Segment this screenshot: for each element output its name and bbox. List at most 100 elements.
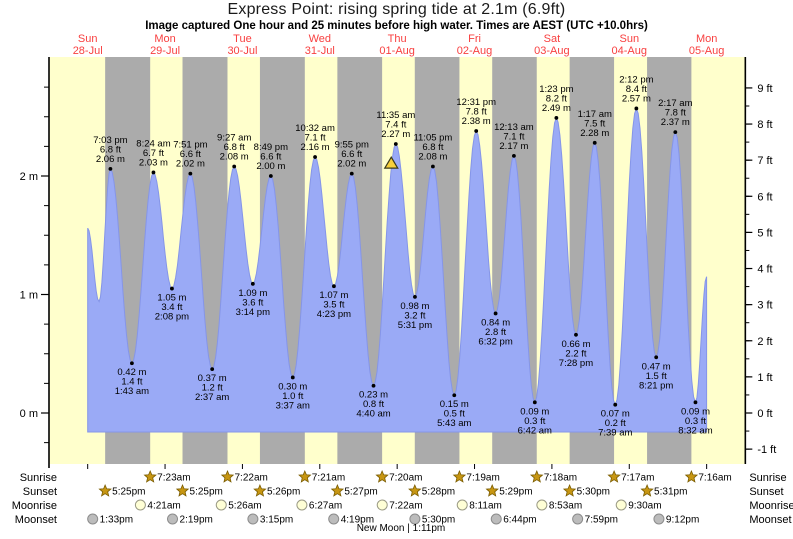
tide-annotation-text: 2.02 m xyxy=(176,159,205,170)
tide-annotation-text: 7:28 pm xyxy=(559,358,593,369)
tide-annotation-text: 0.23 m xyxy=(359,390,388,401)
tide-annotation-text: 1.2 ft xyxy=(202,383,223,394)
tide-annotation-text: 1.07 m xyxy=(319,290,348,301)
row-label-right-moonrise: Moonrise xyxy=(749,500,793,512)
tide-extreme-dot xyxy=(170,286,174,291)
tide-annotation-text: 3.5 ft xyxy=(323,300,344,311)
tide-annotation-text: 11:35 am xyxy=(376,110,415,121)
day-name-label: Mon xyxy=(696,33,717,45)
sunset-time: 5:31pm xyxy=(654,487,687,498)
tide-extreme-dot xyxy=(349,171,354,176)
sunset-star-icon xyxy=(562,483,577,497)
high-tide-annotation: 12:13 am7.1 ft2.17 m xyxy=(494,122,534,158)
left-axis: 0 m 1 m 2 m xyxy=(20,57,50,468)
tide-annotation-text: 7.8 ft xyxy=(466,106,487,117)
right-axis: -1 ft 0 ft 1 ft 2 ft 3 ft 4 ft 5 ft 6 ft 7 ft 8 f… xyxy=(744,57,776,464)
tide-annotation-text: 2.38 m xyxy=(462,116,491,127)
tide-annotation-text: 2.27 m xyxy=(381,129,410,140)
sunset-time: 5:29pm xyxy=(499,487,532,498)
tide-extreme-dot xyxy=(574,332,578,337)
tide-annotation-text: 6:42 am xyxy=(518,425,552,436)
moonrise-circle-icon xyxy=(536,499,548,511)
tide-annotation-text: 8.2 ft xyxy=(546,93,567,104)
tide-annotation-text: 9:27 am xyxy=(217,133,251,144)
moonset-circle-icon xyxy=(247,513,259,525)
moonrise-time: 4:21am xyxy=(147,501,180,512)
moonrise-circle-icon xyxy=(456,499,468,511)
day-name-label: Wed xyxy=(309,33,331,45)
right-axis-label: 6 ft xyxy=(757,191,772,203)
sunrise-star-icon xyxy=(684,469,699,483)
tide-annotation-text: 6.6 ft xyxy=(341,149,362,160)
tide-extreme-dot xyxy=(232,164,237,169)
tide-annotation-text: 8:32 am xyxy=(678,425,712,436)
right-axis-label: 9 ft xyxy=(757,83,772,95)
tide-annotation-text: 2.37 m xyxy=(661,117,690,128)
moonset-time: 3:15pm xyxy=(260,515,293,526)
tide-annotation-text: 3:14 pm xyxy=(236,307,270,318)
tide-annotation-text: 6.8 ft xyxy=(100,144,121,155)
tide-annotation-text: 7:51 pm xyxy=(173,140,207,151)
tide-annotation-text: 7:03 pm xyxy=(93,135,127,146)
tide-annotations: 7:03 pm6.8 ft2.06 m0.42 m1.4 ft1:43 am8:… xyxy=(93,74,712,438)
tide-extreme-dot xyxy=(512,153,516,158)
sunrise-time: 7:17am xyxy=(621,473,654,484)
tide-extreme-dot xyxy=(452,393,457,398)
day-date-label: 30-Jul xyxy=(227,45,257,57)
tide-annotation-text: 7.5 ft xyxy=(584,118,605,129)
row-label-left-moonrise: Moonrise xyxy=(12,500,57,512)
new-moon-label: New Moon | 1:11pm xyxy=(357,523,446,534)
low-tide-annotation: 0.98 m3.2 ft5:31 pm xyxy=(398,294,432,331)
day-date-label: 31-Jul xyxy=(305,45,335,57)
high-tide-annotation: 11:35 am7.4 ft2.27 m xyxy=(376,110,415,146)
day-date-label: 04-Aug xyxy=(612,45,647,57)
tide-extreme-dot xyxy=(371,383,376,388)
moonrise-circle-icon xyxy=(215,499,227,511)
moonset-circle-icon xyxy=(572,513,584,525)
tide-annotation-text: 7.8 ft xyxy=(665,108,686,119)
day-date-label: 29-Jul xyxy=(150,45,180,57)
sunrise-time: 7:19am xyxy=(466,473,499,484)
low-tide-annotation: 0.15 m0.5 ft5:43 am xyxy=(437,393,472,429)
high-tide-annotation: 12:31 pm7.8 ft2.38 m xyxy=(456,97,496,133)
tide-extreme-dot xyxy=(592,140,597,145)
tide-annotation-text: 3.4 ft xyxy=(161,302,182,313)
page-title: Express Point: rising spring tide at 2.1… xyxy=(227,1,566,18)
sunset-star-icon xyxy=(408,483,422,497)
day-name-label: Sun xyxy=(78,33,98,45)
sunrise-star-icon xyxy=(298,469,312,483)
tide-extreme-dot xyxy=(634,106,639,111)
tide-annotation-text: 0.15 m xyxy=(440,399,469,410)
tide-annotation-text: 6.8 ft xyxy=(422,142,443,153)
tide-annotation-text: 4:40 am xyxy=(356,409,390,420)
sunset-star-icon xyxy=(253,483,267,497)
sunrise-star-icon xyxy=(452,469,467,483)
moonset-circle-icon xyxy=(167,513,179,525)
day-date-label: 02-Aug xyxy=(457,45,492,57)
right-axis-label: 1 ft xyxy=(757,372,772,384)
tide-extreme-dot xyxy=(151,170,156,175)
tide-annotation-text: 3.6 ft xyxy=(242,297,263,308)
day-name-label: Tue xyxy=(233,33,252,45)
day-date-label: 05-Aug xyxy=(689,45,724,57)
tide-extreme-dot xyxy=(290,375,295,380)
tide-annotation-text: 3.2 ft xyxy=(404,310,425,321)
current-time-marker-icon xyxy=(383,155,399,169)
moonset-circle-icon xyxy=(653,513,665,525)
row-label-right-moonset: Moonset xyxy=(749,514,791,526)
sunrise-star-icon xyxy=(529,469,544,483)
tide-annotation-text: 2.49 m xyxy=(542,103,571,114)
tide-annotation-text: 1.0 ft xyxy=(282,391,303,402)
tide-extreme-dot xyxy=(493,311,498,316)
tide-extreme-dot xyxy=(413,294,417,299)
moonset-circle-icon xyxy=(328,513,340,525)
tide-annotation-text: 0.84 m xyxy=(481,317,510,328)
row-label-left-moonset: Moonset xyxy=(15,514,57,526)
tide-annotation-text: 3:37 am xyxy=(276,400,310,411)
right-axis-label: -1 ft xyxy=(757,444,776,456)
tide-annotation-text: 2.28 m xyxy=(580,128,609,139)
right-axis-label: 5 ft xyxy=(757,227,772,239)
sunset-star-icon xyxy=(640,483,654,497)
moonrise-circle-icon xyxy=(376,499,388,511)
